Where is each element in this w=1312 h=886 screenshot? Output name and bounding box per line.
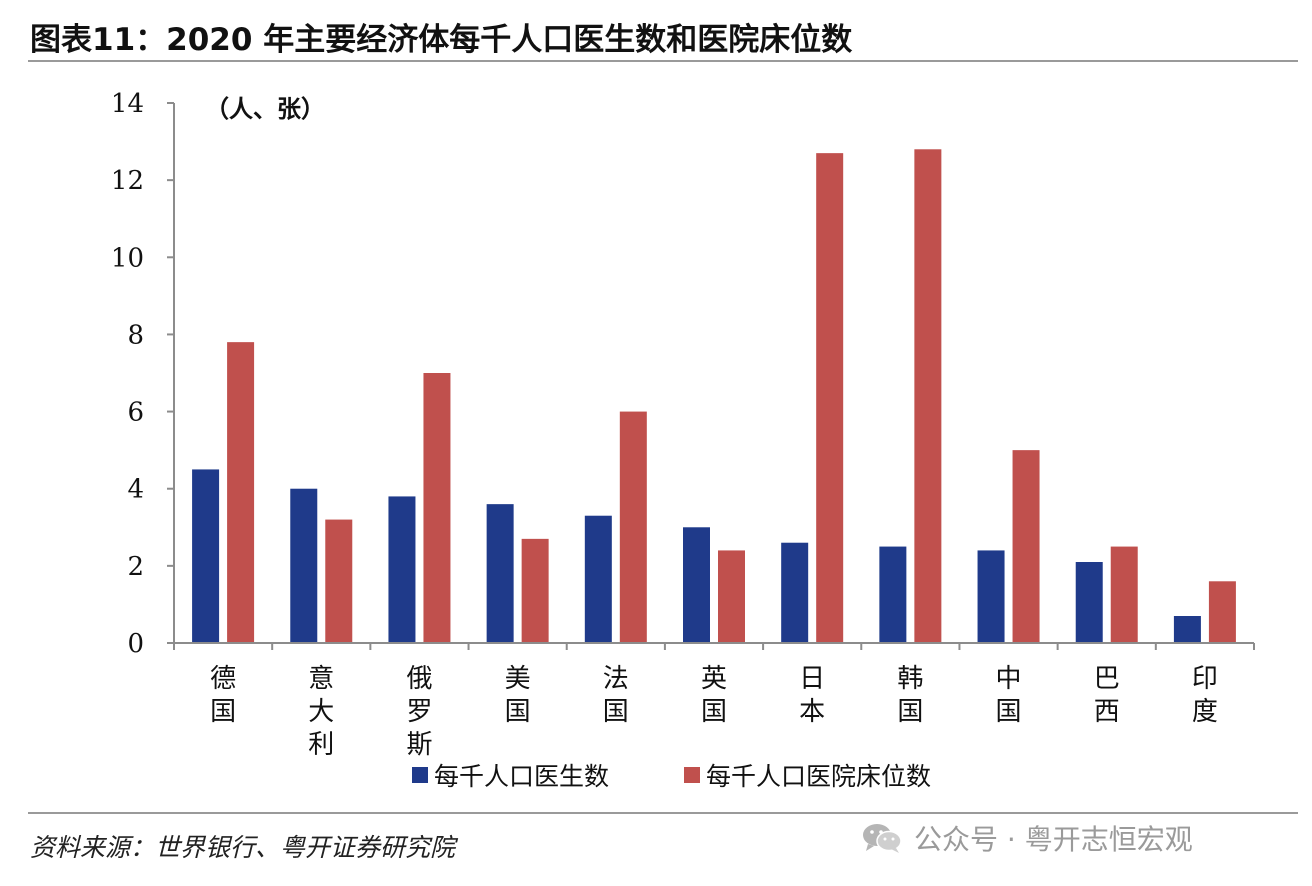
bar-doctors-6[interactable] xyxy=(683,527,710,643)
x-category-label-char: 德 xyxy=(210,664,236,694)
x-category-label-char: 美 xyxy=(505,664,531,694)
legend-swatch-doctors[interactable] xyxy=(412,767,428,783)
bar-beds-7[interactable] xyxy=(816,153,844,643)
x-category-label-char: 度 xyxy=(1192,697,1218,727)
y-tick-label: 6 xyxy=(127,398,144,428)
x-category-label-char: 国 xyxy=(701,697,727,727)
y-axis: 0 2 4 6 8 10 12 14 xyxy=(111,89,175,659)
x-category-label-char: 国 xyxy=(505,697,531,727)
legend-label-beds[interactable]: 每千人口医院床位数 xyxy=(706,762,931,791)
bar-beds-8[interactable] xyxy=(914,149,942,644)
y-tick-label: 12 xyxy=(111,166,144,196)
x-category-label-char: 国 xyxy=(603,697,629,727)
y-tick-label: 4 xyxy=(127,475,144,505)
bar-doctors-10[interactable] xyxy=(1075,562,1103,643)
bar-beds-3[interactable] xyxy=(423,373,451,643)
x-category-label-char: 意 xyxy=(308,664,334,694)
bar-doctors-5[interactable] xyxy=(584,515,612,643)
bar-beds-1[interactable] xyxy=(227,342,255,643)
x-category-label-char: 印 xyxy=(1192,664,1218,694)
x-category-label-char: 罗 xyxy=(406,697,432,727)
x-category-label-char: 大 xyxy=(308,697,334,727)
bar-doctors-8[interactable] xyxy=(879,546,907,643)
bar-doctors-2[interactable] xyxy=(290,488,318,643)
x-category-label-char: 斯 xyxy=(406,730,432,760)
watermark-text: 公众号 · 粤开志恒宏观 xyxy=(914,823,1193,856)
bar-beds-10[interactable] xyxy=(1110,546,1138,643)
x-category-label-char: 国 xyxy=(996,697,1022,727)
unit-label: （人、张） xyxy=(205,95,325,123)
x-category-label-char: 英 xyxy=(701,664,727,694)
x-category-label-char: 利 xyxy=(308,730,334,760)
x-category-label-char: 中 xyxy=(996,664,1022,694)
watermark: 公众号 · 粤开志恒宏观 xyxy=(860,818,1193,858)
x-category-label-char: 法 xyxy=(603,664,629,694)
bars-group xyxy=(192,149,1236,644)
x-category-label-char: 俄 xyxy=(406,664,432,694)
legend-swatch-beds[interactable] xyxy=(684,767,700,783)
legend[interactable]: 每千人口医生数 每千人口医院床位数 xyxy=(412,762,931,791)
bar-beds-4[interactable] xyxy=(521,538,549,643)
x-category-label-char: 西 xyxy=(1094,697,1120,727)
bar-doctors-11[interactable] xyxy=(1173,616,1201,643)
x-category-label-char: 本 xyxy=(799,697,825,727)
y-tick-label: 0 xyxy=(127,629,144,659)
bar-beds-11[interactable] xyxy=(1208,581,1236,643)
legend-label-doctors[interactable]: 每千人口医生数 xyxy=(434,762,609,791)
x-category-label-char: 日 xyxy=(799,664,825,694)
x-category-label-char: 巴 xyxy=(1094,664,1120,694)
bar-doctors-1[interactable] xyxy=(192,469,220,643)
bar-beds-9[interactable] xyxy=(1012,450,1040,643)
wechat-icon xyxy=(863,824,902,853)
y-tick-label: 14 xyxy=(111,89,144,119)
bar-doctors-7[interactable] xyxy=(781,542,809,643)
source-divider xyxy=(28,812,1298,814)
x-category-label-char: 国 xyxy=(210,697,236,727)
title-divider xyxy=(28,60,1298,62)
bar-beds-2[interactable] xyxy=(325,519,353,643)
y-tick-label: 8 xyxy=(127,320,144,350)
bar-doctors-3[interactable] xyxy=(388,496,416,643)
y-tick-label: 2 xyxy=(127,552,144,582)
x-category-label-char: 韩 xyxy=(897,664,923,694)
y-tick-label: 10 xyxy=(111,243,144,273)
bar-beds-5[interactable] xyxy=(619,411,647,643)
bar-doctors-9[interactable] xyxy=(977,550,1005,643)
bar-beds-6[interactable] xyxy=(718,550,745,643)
source-note: 资料来源：世界银行、粤开证券研究院 xyxy=(30,833,456,862)
x-category-label-char: 国 xyxy=(897,697,923,727)
chart-title: 图表11：2020 年主要经济体每千人口医生数和医院床位数 xyxy=(30,22,853,58)
bar-doctors-4[interactable] xyxy=(486,504,514,643)
